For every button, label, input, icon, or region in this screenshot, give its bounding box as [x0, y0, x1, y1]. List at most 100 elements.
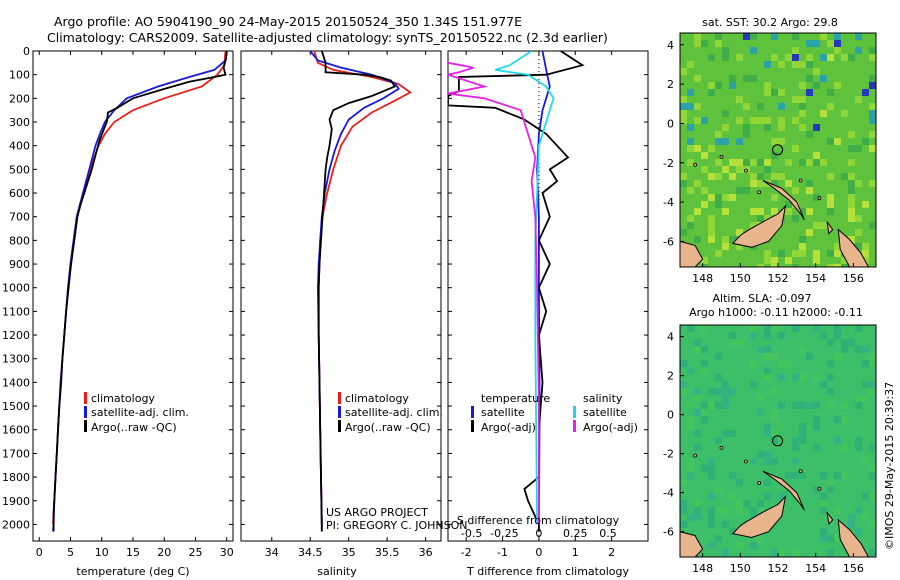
field-cell [792, 437, 799, 444]
sla-map-panel: 148 150 152 154 156 4 2 0 -2 -4 -6 [663, 324, 877, 575]
field-cell [855, 47, 862, 54]
field-cell [834, 472, 841, 479]
field-cell [764, 353, 771, 360]
field-cell [722, 194, 729, 201]
field-cell [778, 549, 785, 556]
field-cell [799, 346, 806, 353]
field-cell [722, 243, 729, 250]
x-tick-label: 152 [768, 562, 789, 575]
field-cell [841, 402, 848, 409]
x-tick-label: 5 [67, 546, 74, 559]
field-cell [862, 243, 869, 250]
field-cell [848, 145, 855, 152]
field-cell [750, 222, 757, 229]
field-cell [813, 402, 820, 409]
field-cell [694, 145, 701, 152]
field-cell [729, 194, 736, 201]
field-cell [729, 339, 736, 346]
field-cell [771, 353, 778, 360]
field-cell [680, 381, 687, 388]
field-cell [841, 346, 848, 353]
field-cell [834, 82, 841, 89]
field-cell [848, 201, 855, 208]
field-cell [806, 54, 813, 61]
field-cell [708, 173, 715, 180]
field-cell [813, 250, 820, 257]
field-cell [771, 388, 778, 395]
field-cell [694, 339, 701, 346]
field-cell [743, 103, 750, 110]
field-cell [764, 166, 771, 173]
field-cell [855, 528, 862, 535]
field-cell [750, 208, 757, 215]
land-mass [762, 180, 805, 221]
salinity-panel: 34 34.5 35 35.5 36 [240, 50, 442, 559]
field-cell [757, 409, 764, 416]
x-tick-label: 0 [36, 546, 43, 559]
top-tick-label: -0.5 [461, 527, 482, 540]
field-cell [764, 430, 771, 437]
field-cell [694, 103, 701, 110]
y-tick-label: 1700 [2, 447, 30, 460]
field-cell [869, 54, 876, 61]
field-cell [799, 124, 806, 131]
x-tick-label: -2 [461, 546, 472, 559]
field-cell [799, 423, 806, 430]
field-cell [750, 360, 757, 367]
field-cell [736, 479, 743, 486]
legend-swatch-satellite [84, 406, 87, 418]
field-cell [806, 187, 813, 194]
field-cell [694, 388, 701, 395]
field-cell [820, 528, 827, 535]
field-cell [722, 236, 729, 243]
field-cell [855, 229, 862, 236]
y-tick-label: 2000 [2, 518, 30, 531]
field-cell [792, 264, 799, 267]
y-tick-label: 1000 [2, 282, 30, 295]
field-cell [736, 187, 743, 194]
x-tick-label: 0 [535, 546, 542, 559]
field-cell [855, 33, 862, 40]
field-cell [834, 416, 841, 423]
field-cell [757, 117, 764, 124]
y-tick-label: 100 [9, 69, 30, 82]
legend-label-s-satellite: satellite [583, 406, 627, 419]
y-tick-label: 1900 [2, 495, 30, 508]
field-cell [764, 493, 771, 500]
field-cell [806, 159, 813, 166]
x-tick-label: 1 [572, 546, 579, 559]
x-tick-label: 148 [692, 272, 713, 285]
field-cell [736, 138, 743, 145]
field-cell [694, 236, 701, 243]
field-cell [687, 138, 694, 145]
field-cell [855, 437, 862, 444]
field-cell [827, 194, 834, 201]
field-cell [764, 61, 771, 68]
x-tick-label: -1 [497, 546, 508, 559]
x-tick-label: 35.5 [375, 546, 400, 559]
field-cell [722, 124, 729, 131]
plot-frame [447, 50, 649, 542]
y-tick-label: -2 [663, 448, 674, 461]
field-cell [806, 75, 813, 82]
legend-swatch-t-satellite [471, 406, 474, 418]
field-cell [750, 381, 757, 388]
field-cell [785, 54, 792, 61]
field-cell [750, 332, 757, 339]
salinity-xlabel: salinity [317, 565, 357, 578]
field-cell [806, 180, 813, 187]
field-cell [848, 215, 855, 222]
field-cell [841, 339, 848, 346]
field-cell [694, 514, 701, 521]
field-cell [743, 500, 750, 507]
field-cell [771, 437, 778, 444]
temperature-panel: 0100200300400500600700800900100011001200… [2, 45, 234, 559]
field-cell [687, 423, 694, 430]
series-line-argo-raw-qc- [52, 51, 228, 532]
sla-map-title-2: Argo h1000: -0.11 h2000: -0.11 [689, 306, 863, 319]
field-cell [869, 131, 876, 138]
field-cell [722, 402, 729, 409]
field-cell [778, 493, 785, 500]
field-cell [848, 194, 855, 201]
